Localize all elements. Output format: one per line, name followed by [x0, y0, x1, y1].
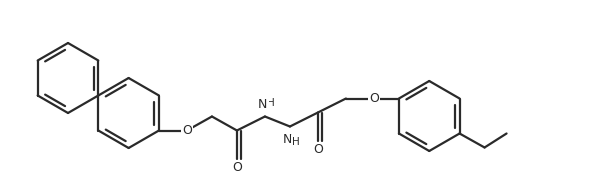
Text: H: H — [292, 137, 300, 146]
Text: O: O — [369, 92, 379, 105]
Text: O: O — [182, 124, 192, 137]
Text: N: N — [283, 133, 293, 146]
Text: H: H — [267, 97, 274, 108]
Text: O: O — [313, 143, 323, 156]
Text: N: N — [258, 97, 268, 111]
Text: O: O — [232, 161, 242, 174]
